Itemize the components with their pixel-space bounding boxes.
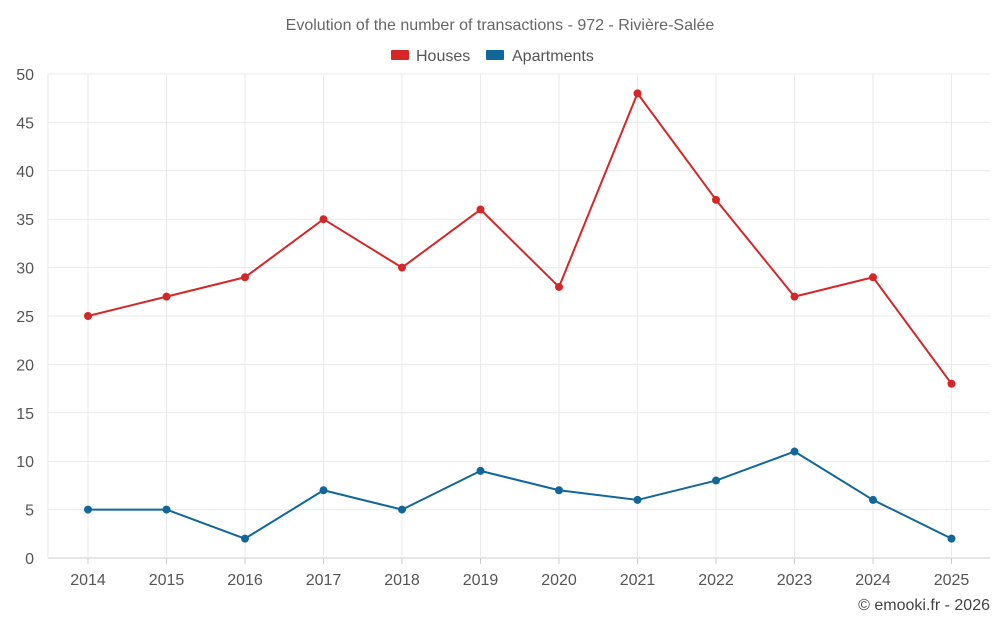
x-tick-label: 2015: [149, 572, 185, 589]
data-point-apartments[interactable]: [947, 534, 956, 543]
x-tick-label: 2017: [306, 572, 342, 589]
y-tick-label: 5: [25, 503, 34, 520]
legend-swatch-houses: [391, 50, 409, 60]
x-tick-label: 2018: [384, 572, 420, 589]
legend-item-apartments[interactable]: Apartments: [486, 48, 594, 65]
series-line-apartments: [88, 450, 952, 540]
grid: [47, 73, 990, 559]
y-tick-label: 15: [16, 406, 34, 423]
data-point-apartments[interactable]: [712, 476, 720, 485]
x-tick-label: 2014: [70, 572, 106, 589]
x-tick-label: 2016: [227, 572, 263, 589]
chart-title: Evolution of the number of transactions …: [286, 17, 715, 34]
legend-item-houses[interactable]: Houses: [391, 48, 470, 65]
data-point-houses[interactable]: [319, 215, 328, 224]
x-tick-label: 2019: [463, 572, 499, 589]
y-tick-label: 40: [16, 164, 34, 181]
x-tick-label: 2023: [777, 572, 813, 589]
data-point-houses[interactable]: [398, 263, 406, 272]
y-tick-label: 35: [16, 212, 34, 229]
x-tick-label: 2024: [855, 572, 891, 589]
series-line-houses: [87, 92, 953, 385]
data-point-houses[interactable]: [947, 379, 956, 388]
data-point-apartments[interactable]: [241, 534, 249, 543]
y-tick-label: 45: [16, 115, 34, 132]
data-point-apartments[interactable]: [319, 486, 328, 495]
x-tick-label: 2020: [541, 572, 577, 589]
data-point-apartments[interactable]: [869, 495, 877, 504]
credit-text: © emooki.fr - 2026: [858, 597, 990, 614]
y-tick-label: 20: [16, 357, 34, 374]
x-tick-label: 2025: [934, 572, 970, 589]
data-point-apartments[interactable]: [84, 505, 92, 514]
data-point-houses[interactable]: [84, 312, 92, 320]
data-point-houses[interactable]: [476, 205, 485, 214]
y-tick-label: 0: [25, 551, 34, 568]
y-tick-label: 30: [16, 261, 34, 278]
data-point-apartments[interactable]: [476, 466, 485, 475]
data-point-houses[interactable]: [869, 273, 877, 282]
data-point-houses[interactable]: [555, 282, 563, 291]
legend-label-houses: Houses: [416, 48, 470, 65]
x-tick-label: 2022: [698, 572, 734, 589]
y-tick-label: 10: [16, 454, 34, 471]
series: [84, 89, 956, 543]
data-point-houses[interactable]: [162, 292, 171, 301]
data-point-houses[interactable]: [790, 292, 799, 301]
legend: Houses Apartments: [391, 48, 594, 65]
data-point-houses[interactable]: [241, 273, 249, 282]
data-point-apartments[interactable]: [555, 486, 563, 495]
y-tick-label: 50: [16, 67, 34, 84]
data-point-houses[interactable]: [633, 89, 642, 98]
data-point-apartments[interactable]: [162, 505, 171, 514]
data-point-apartments[interactable]: [633, 495, 642, 504]
x-tick-label: 2021: [620, 572, 656, 589]
y-tick-label: 25: [16, 309, 34, 326]
data-point-apartments[interactable]: [398, 505, 406, 514]
data-point-apartments[interactable]: [790, 447, 799, 456]
data-point-houses[interactable]: [712, 195, 720, 204]
series-apartments: [84, 447, 956, 543]
legend-swatch-apartments: [486, 50, 504, 60]
series-houses: [84, 89, 956, 388]
legend-label-apartments: Apartments: [512, 48, 594, 65]
